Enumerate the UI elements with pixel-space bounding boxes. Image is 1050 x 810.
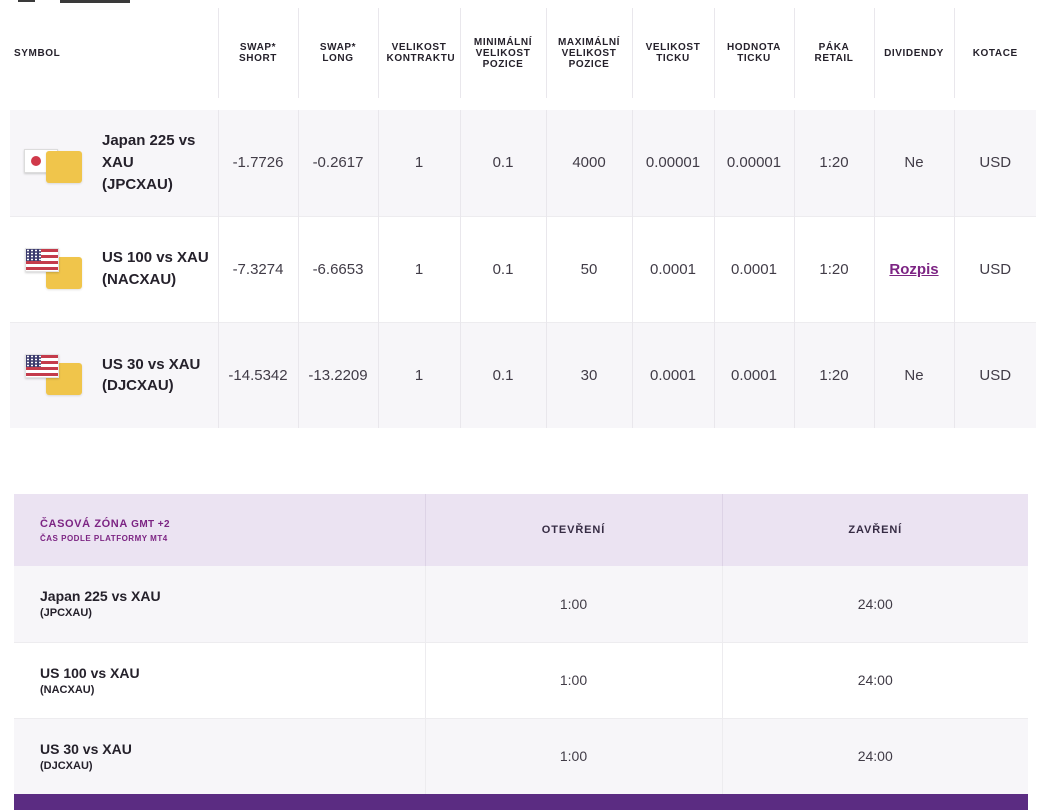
timezone-value: GMT +2 [131, 518, 170, 530]
contract-size-cell: 1 [377, 110, 460, 216]
open-time-cell: 1:00 [424, 641, 722, 718]
swap-short-cell: -14.5342 [217, 321, 298, 428]
column-header-dividends: DIVIDENDY [873, 8, 954, 98]
us-flag-gold-icon [24, 245, 86, 293]
max-position-cell: 4000 [545, 110, 632, 216]
contract-size-cell: 1 [377, 215, 460, 322]
instrument-row-jpcxau: Japan 225 vs XAU (JPCXAU) -1.7726 -0.261… [10, 110, 1036, 216]
swap-short-cell: -1.7726 [217, 110, 298, 216]
hours-row-jpcxau: Japan 225 vs XAU (JPCXAU) 1:00 24:00 [14, 566, 1028, 642]
japan-flag-gold-icon [24, 139, 86, 187]
instrument-name: US 100 vs XAU [40, 664, 140, 681]
next-section-header-bar [14, 794, 1028, 810]
column-header-max-position: MAXIMÁLNÍ VELIKOST POZICE [545, 8, 632, 98]
header-body-gap [10, 98, 1036, 110]
min-position-cell: 0.1 [459, 215, 546, 322]
rozpis-link[interactable]: Rozpis [889, 260, 939, 278]
column-header-swap-long: SWAP* LONG [297, 8, 378, 98]
column-header-tick-size: VELIKOST TICKU [631, 8, 714, 98]
instrument-row-nacxau: US 100 vs XAU (NACXAU) -7.3274 -6.6653 1… [10, 215, 1036, 322]
trading-hours-header: ČASOVÁ ZÓNA GMT +2 ČAS PODLE PLATFORMY M… [14, 494, 1028, 566]
column-header-min-position: MINIMÁLNÍ VELIKOST POZICE [459, 8, 546, 98]
swap-long-cell: -6.6653 [297, 215, 378, 322]
instruments-table-header: SYMBOL SWAP* SHORT SWAP* LONG VELIKOST K… [10, 8, 1036, 98]
tick-size-cell: 0.0001 [631, 321, 714, 428]
instrument-name: US 30 vs XAU [102, 355, 201, 373]
leverage-retail-cell: 1:20 [793, 215, 874, 322]
cropped-text-fragment [18, 0, 35, 2]
hours-instrument-cell: US 30 vs XAU (DJCXAU) [14, 717, 425, 794]
column-header-leverage-retail: PÁKA RETAIL [793, 8, 874, 98]
dividends-cell: Ne [873, 321, 954, 428]
us-flag-icon [25, 248, 59, 272]
instrument-code: (DJCXAU) [40, 759, 93, 772]
quote-cell: USD [953, 215, 1036, 322]
us-flag-icon [25, 354, 59, 379]
instrument-name: Japan 225 vs XAU [40, 588, 161, 605]
leverage-retail-cell: 1:20 [793, 321, 874, 428]
timezone-title: ČASOVÁ ZÓNA [40, 517, 128, 530]
tick-size-cell: 0.0001 [631, 215, 714, 322]
column-header-swap-short: SWAP* SHORT [217, 8, 298, 98]
swap-long-cell: -0.2617 [297, 110, 378, 216]
leverage-retail-cell: 1:20 [793, 110, 874, 216]
hours-instrument-cell: Japan 225 vs XAU (JPCXAU) [14, 566, 425, 642]
instrument-name: US 30 vs XAU [40, 740, 132, 757]
instrument-name: Japan 225 vs XAU [102, 132, 196, 171]
gold-square-icon [46, 150, 82, 183]
open-time-cell: 1:00 [424, 566, 722, 642]
column-header-contract-size: VELIKOST KONTRAKTU [377, 8, 460, 98]
instrument-code: (JPCXAU) [40, 607, 92, 620]
quote-cell: USD [953, 321, 1036, 428]
open-time-cell: 1:00 [424, 717, 722, 794]
symbol-cell: US 100 vs XAU (NACXAU) [10, 215, 218, 322]
symbol-cell: US 30 vs XAU (DJCXAU) [10, 321, 218, 428]
hours-row-djcxau: US 30 vs XAU (DJCXAU) 1:00 24:00 [14, 717, 1028, 794]
min-position-cell: 0.1 [459, 110, 546, 216]
column-header-symbol: SYMBOL [14, 47, 61, 59]
us-flag-gold-icon [24, 351, 86, 399]
quote-cell: USD [953, 110, 1036, 216]
min-position-cell: 0.1 [459, 321, 546, 428]
instrument-code: (NACXAU) [40, 683, 95, 696]
swap-short-cell: -7.3274 [217, 215, 298, 322]
max-position-cell: 50 [545, 215, 632, 322]
hours-instrument-cell: US 100 vs XAU (NACXAU) [14, 641, 425, 718]
instrument-code: (JPCXAU) [102, 175, 173, 193]
column-header-close: ZAVŘENÍ [721, 494, 1028, 566]
timezone-header-cell: ČASOVÁ ZÓNA GMT +2 ČAS PODLE PLATFORMY M… [14, 494, 425, 566]
instrument-code: (NACXAU) [102, 271, 177, 288]
instrument-code: (DJCXAU) [102, 377, 174, 395]
tick-value-cell: 0.0001 [713, 215, 794, 322]
tick-size-cell: 0.00001 [631, 110, 714, 216]
column-header-open: OTEVŘENÍ [424, 494, 722, 566]
contract-size-cell: 1 [377, 321, 460, 428]
dividends-cell: Ne [873, 110, 954, 216]
instrument-row-djcxau: US 30 vs XAU (DJCXAU) -14.5342 -13.2209 … [10, 321, 1036, 428]
close-time-cell: 24:00 [721, 641, 1028, 718]
trading-hours-table: ČASOVÁ ZÓNA GMT +2 ČAS PODLE PLATFORMY M… [14, 494, 1028, 794]
instrument-name: US 100 vs XAU [102, 249, 209, 267]
swap-long-cell: -13.2209 [297, 321, 378, 428]
column-header-quote: KOTACE [953, 8, 1036, 98]
timezone-subtitle: ČAS PODLE PLATFORMY MT4 [40, 533, 168, 543]
max-position-cell: 30 [545, 321, 632, 428]
instruments-table-body: Japan 225 vs XAU (JPCXAU) -1.7726 -0.261… [10, 110, 1036, 428]
close-time-cell: 24:00 [721, 566, 1028, 642]
close-time-cell: 24:00 [721, 717, 1028, 794]
tick-value-cell: 0.0001 [713, 321, 794, 428]
cropped-text-fragment [60, 0, 130, 3]
instruments-table: SYMBOL SWAP* SHORT SWAP* LONG VELIKOST K… [10, 0, 1036, 428]
hours-row-nacxau: US 100 vs XAU (NACXAU) 1:00 24:00 [14, 641, 1028, 718]
dividends-cell: Rozpis [873, 215, 954, 322]
column-header-tick-value: HODNOTA TICKU [713, 8, 794, 98]
tick-value-cell: 0.00001 [713, 110, 794, 216]
symbol-cell: Japan 225 vs XAU (JPCXAU) [10, 110, 218, 216]
